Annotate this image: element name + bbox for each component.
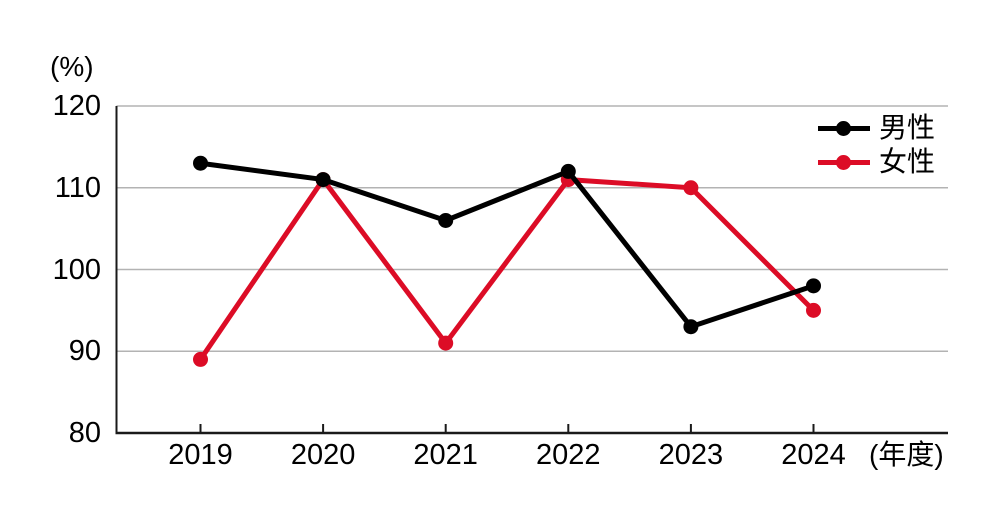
data-point-男性-2022: [560, 163, 576, 179]
y-axis-tick-label: 80: [68, 417, 101, 449]
legend-label-male: 男性: [879, 112, 936, 143]
data-point-女性-2021: [438, 335, 454, 351]
x-axis-tick-label: 2023: [658, 439, 724, 471]
x-axis-tick-label: 2021: [413, 439, 478, 471]
data-point-男性-2019: [193, 155, 208, 171]
data-point-男性-2023: [683, 319, 699, 335]
legend-label-female: 女性: [879, 146, 936, 177]
legend-item-female: 女性: [818, 145, 935, 179]
y-axis-tick-label: 120: [52, 90, 101, 122]
y-axis-tick-label: 100: [52, 253, 101, 286]
data-point-女性-2019: [193, 351, 208, 367]
y-axis-tick-label: 110: [54, 171, 101, 204]
legend-dot-male: [836, 120, 851, 136]
data-point-男性-2021: [438, 212, 454, 228]
data-point-男性-2024: [806, 278, 821, 294]
y-axis-tick-label: 90: [68, 335, 101, 368]
legend-line-marker-icon: [818, 120, 870, 136]
x-axis-unit-label: (年度): [869, 439, 944, 470]
legend-line-marker-icon: [818, 154, 870, 170]
series-line-女性: [198, 175, 816, 361]
x-axis-tick-label: 2020: [290, 439, 356, 471]
x-axis-tick-label: 2019: [168, 439, 233, 471]
legend-dot-female: [836, 154, 851, 170]
legend-item-male: 男性: [818, 111, 935, 145]
data-point-女性-2024: [806, 302, 821, 318]
data-point-男性-2020: [315, 172, 331, 188]
series-line-男性: [200, 160, 815, 330]
x-axis-tick-label: 2022: [536, 439, 601, 471]
y-axis-unit-label: (%): [50, 51, 94, 82]
data-point-女性-2023: [683, 180, 699, 196]
x-axis-tick-label: 2024: [781, 439, 846, 471]
legend: 男性 女性: [818, 111, 935, 179]
